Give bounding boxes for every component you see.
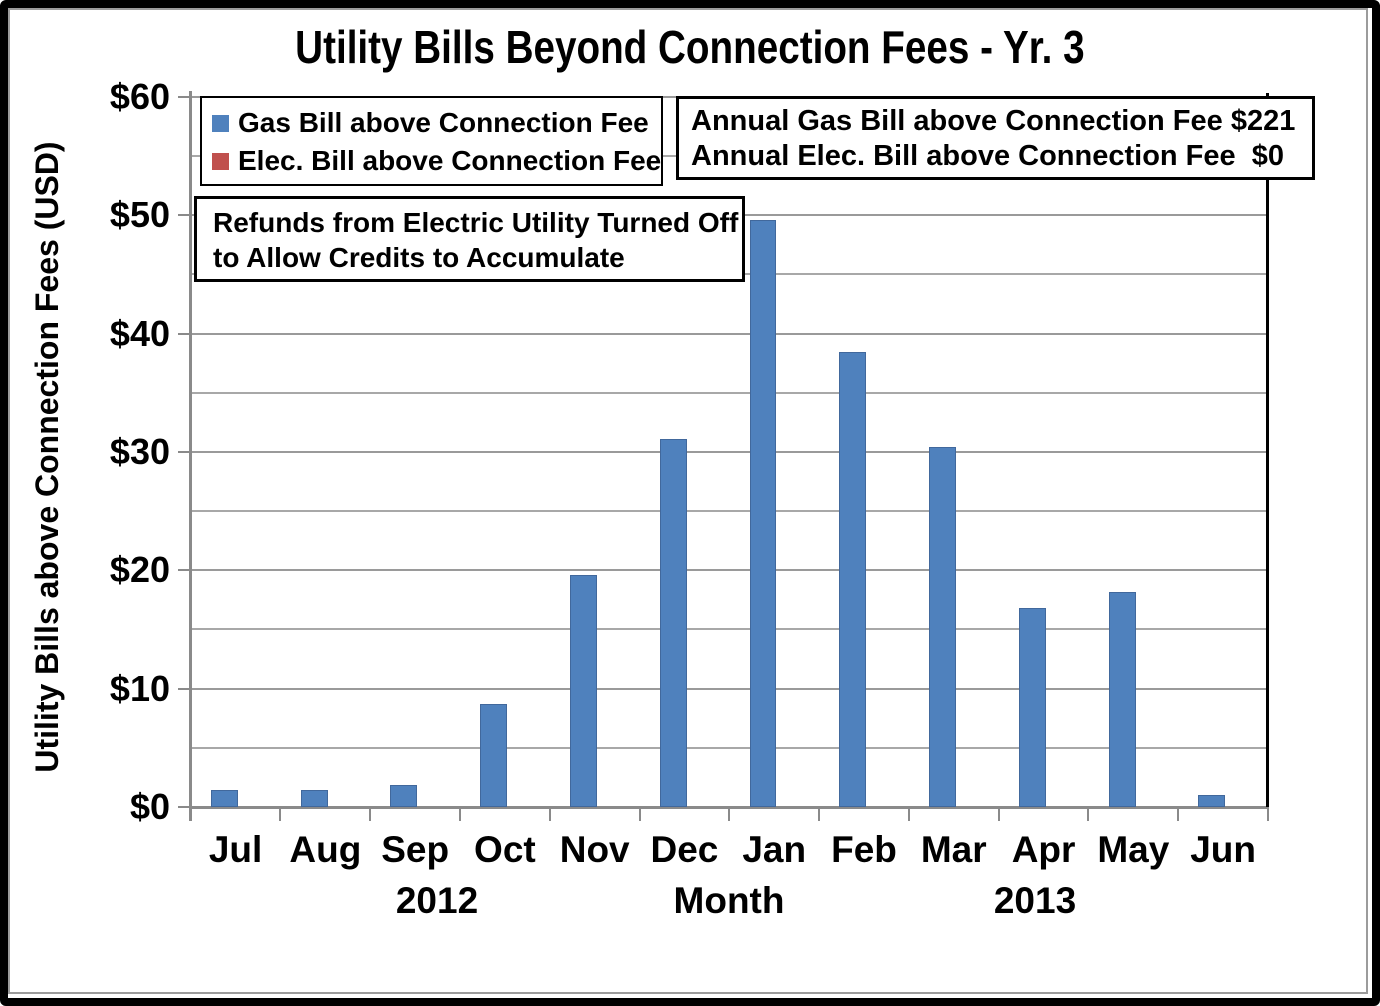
gas-bar-may: [1108, 591, 1136, 807]
x-axis-tick: [1087, 807, 1090, 821]
major-gridline: [190, 332, 1268, 335]
legend-label-gas: Gas Bill above Connection Fee: [238, 107, 649, 138]
refunds-note-box: Refunds from Electric Utility Turned Off…: [194, 196, 745, 282]
x-axis-month-label: Sep: [381, 829, 450, 870]
major-gridline: [190, 450, 1268, 453]
x-axis-tick: [1177, 807, 1180, 821]
chart-title-text: Utility Bills Beyond Connection Fees - Y…: [295, 21, 1085, 73]
gas-bar-aug: [300, 790, 328, 807]
gas-bar-nov: [569, 575, 597, 807]
gas-bar-oct: [480, 704, 508, 807]
legend-item-gas: Gas Bill above Connection Fee: [212, 104, 661, 142]
y-axis-tick-label: $10: [109, 667, 170, 709]
x-axis-month-label: Apr: [1011, 829, 1076, 870]
x-axis-month-label: May: [1097, 829, 1170, 870]
y-axis-tick: [177, 569, 191, 572]
major-gridline: [190, 569, 1268, 572]
x-axis-month-label: Jan: [742, 829, 807, 870]
y-axis-tick-label: $0: [129, 786, 170, 827]
x-axis-tick: [997, 807, 1000, 821]
gas-bar-dec: [659, 438, 687, 807]
chart-title: Utility Bills Beyond Connection Fees - Y…: [0, 22, 1380, 72]
x-axis-tick: [548, 807, 551, 821]
x-axis-month-label: Aug: [289, 829, 362, 870]
minor-gridline: [190, 628, 1268, 631]
x-axis-month-label: Jul: [208, 829, 263, 870]
y-axis-tick: [177, 332, 191, 335]
minor-gridline: [190, 746, 1268, 749]
legend-item-elec: Elec. Bill above Connection Fee: [212, 142, 661, 180]
year-label-2013: 2013: [993, 880, 1077, 921]
y-axis-tick: [177, 95, 191, 98]
gas-bar-feb: [839, 352, 867, 807]
x-axis-title: Month: [673, 880, 785, 921]
y-axis-tick-label: $30: [109, 430, 170, 472]
x-axis-tick: [907, 807, 910, 821]
annual-summary-box: Annual Gas Bill above Connection Fee $22…: [676, 96, 1315, 180]
refunds-note-line-1: Refunds from Electric Utility Turned Off: [213, 207, 739, 238]
year-label-2012: 2012: [395, 880, 479, 921]
annual-gas-line: Annual Gas Bill above Connection Fee $22…: [691, 105, 1296, 137]
y-axis-tick: [177, 806, 191, 808]
x-axis-month-label: Feb: [831, 829, 897, 870]
minor-gridline: [190, 510, 1268, 513]
gas-bar-jun: [1198, 795, 1226, 807]
x-axis-tick: [369, 807, 372, 821]
x-axis-month-label: Oct: [474, 829, 536, 870]
legend-label-elec: Elec. Bill above Connection Fee: [238, 145, 662, 176]
x-axis-month-label: Mar: [920, 829, 987, 870]
plot-right-border: [1266, 93, 1269, 807]
x-axis-tick: [818, 807, 821, 821]
x-axis-tick: [728, 807, 731, 821]
x-axis-month-label: Dec: [650, 829, 719, 870]
refunds-note-line-2: to Allow Credits to Accumulate: [213, 242, 625, 273]
elec-series-swatch-icon: [212, 152, 229, 170]
x-axis-tick: [459, 807, 462, 821]
major-gridline: [190, 687, 1268, 690]
minor-gridline: [190, 391, 1268, 394]
annual-elec-line: Annual Elec. Bill above Connection Fee $…: [691, 140, 1285, 172]
y-axis-tick-label: $40: [109, 312, 170, 354]
y-axis-tick: [177, 450, 191, 453]
gas-bar-mar: [929, 447, 957, 807]
gas-bar-sep: [390, 784, 418, 807]
y-axis-tick: [177, 214, 191, 217]
gas-series-swatch-icon: [212, 114, 229, 132]
y-axis-tick-label: $50: [109, 194, 170, 236]
y-axis-line: [189, 91, 193, 821]
y-axis-tick-label: $20: [109, 549, 170, 591]
gas-bar-jan: [749, 219, 777, 807]
x-axis-tick: [1267, 807, 1269, 821]
x-axis-tick: [189, 807, 192, 821]
legend: Gas Bill above Connection Fee Elec. Bill…: [200, 96, 663, 186]
x-axis-month-label: Jun: [1190, 829, 1256, 870]
y-axis-tick: [177, 687, 191, 690]
gas-bar-jul: [210, 790, 238, 807]
x-axis-tick: [279, 807, 282, 821]
x-axis-tick: [638, 807, 641, 821]
x-axis-month-label: Nov: [559, 829, 630, 870]
gas-bar-apr: [1018, 608, 1046, 807]
y-axis-tick-label: $60: [109, 75, 170, 117]
